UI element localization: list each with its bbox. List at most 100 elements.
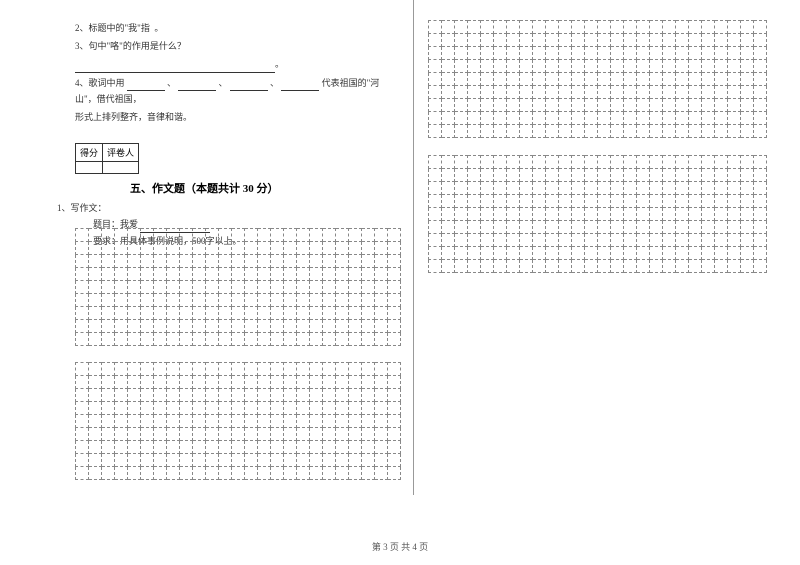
grid-cell[interactable] <box>611 125 624 138</box>
grid-cell[interactable] <box>336 320 349 333</box>
grid-cell[interactable] <box>481 169 494 182</box>
grid-cell[interactable] <box>676 182 689 195</box>
grid-cell[interactable] <box>375 294 388 307</box>
grid-cell[interactable] <box>388 428 401 441</box>
grid-cell[interactable] <box>154 454 167 467</box>
grid-cell[interactable] <box>429 125 442 138</box>
grid-cell[interactable] <box>559 73 572 86</box>
grid-cell[interactable] <box>637 208 650 221</box>
grid-cell[interactable] <box>258 294 271 307</box>
grid-cell[interactable] <box>663 34 676 47</box>
grid-cell[interactable] <box>650 73 663 86</box>
grid-cell[interactable] <box>481 125 494 138</box>
grid-cell[interactable] <box>741 182 754 195</box>
grid-cell[interactable] <box>193 307 206 320</box>
grid-cell[interactable] <box>689 99 702 112</box>
grid-cell[interactable] <box>429 182 442 195</box>
grid-cell[interactable] <box>297 467 310 480</box>
grid-cell[interactable] <box>258 376 271 389</box>
grid-cell[interactable] <box>728 247 741 260</box>
grid-cell[interactable] <box>741 86 754 99</box>
grid-cell[interactable] <box>349 281 362 294</box>
grid-cell[interactable] <box>624 260 637 273</box>
grid-cell[interactable] <box>349 307 362 320</box>
grid-cell[interactable] <box>598 221 611 234</box>
grid-cell[interactable] <box>455 208 468 221</box>
grid-cell[interactable] <box>193 281 206 294</box>
grid-cell[interactable] <box>715 112 728 125</box>
grid-cell[interactable] <box>546 260 559 273</box>
grid-cell[interactable] <box>310 229 323 242</box>
grid-cell[interactable] <box>663 156 676 169</box>
grid-cell[interactable] <box>702 247 715 260</box>
grid-cell[interactable] <box>546 86 559 99</box>
grid-cell[interactable] <box>715 221 728 234</box>
grid-cell[interactable] <box>258 402 271 415</box>
grid-cell[interactable] <box>494 234 507 247</box>
grid-cell[interactable] <box>637 247 650 260</box>
grid-cell[interactable] <box>245 281 258 294</box>
grid-cell[interactable] <box>572 125 585 138</box>
grid-cell[interactable] <box>128 281 141 294</box>
grid-cell[interactable] <box>180 467 193 480</box>
grid-cell[interactable] <box>362 333 375 346</box>
grid-cell[interactable] <box>349 294 362 307</box>
grid-cell[interactable] <box>180 242 193 255</box>
grid-cell[interactable] <box>284 333 297 346</box>
grid-cell[interactable] <box>468 125 481 138</box>
grid-cell[interactable] <box>336 229 349 242</box>
grid-cell[interactable] <box>141 376 154 389</box>
grid-cell[interactable] <box>598 125 611 138</box>
grid-cell[interactable] <box>388 268 401 281</box>
grid-cell[interactable] <box>258 389 271 402</box>
grid-cell[interactable] <box>154 415 167 428</box>
grid-cell[interactable] <box>206 454 219 467</box>
grid-cell[interactable] <box>349 229 362 242</box>
grid-cell[interactable] <box>219 415 232 428</box>
grid-cell[interactable] <box>728 86 741 99</box>
grid-cell[interactable] <box>180 320 193 333</box>
grid-cell[interactable] <box>115 281 128 294</box>
grid-cell[interactable] <box>154 467 167 480</box>
grid-cell[interactable] <box>76 454 89 467</box>
grid-cell[interactable] <box>232 294 245 307</box>
grid-cell[interactable] <box>637 34 650 47</box>
grid-cell[interactable] <box>167 281 180 294</box>
grid-cell[interactable] <box>336 389 349 402</box>
grid-cell[interactable] <box>533 86 546 99</box>
grid-cell[interactable] <box>154 428 167 441</box>
grid-cell[interactable] <box>676 99 689 112</box>
grid-cell[interactable] <box>754 86 767 99</box>
grid-cell[interactable] <box>154 294 167 307</box>
grid-cell[interactable] <box>271 255 284 268</box>
grid-cell[interactable] <box>494 60 507 73</box>
grid-cell[interactable] <box>128 255 141 268</box>
grid-cell[interactable] <box>336 415 349 428</box>
grid-cell[interactable] <box>284 363 297 376</box>
grid-cell[interactable] <box>611 208 624 221</box>
grid-cell[interactable] <box>232 415 245 428</box>
grid-cell[interactable] <box>154 281 167 294</box>
grid-cell[interactable] <box>546 125 559 138</box>
grid-cell[interactable] <box>271 376 284 389</box>
grid-cell[interactable] <box>232 428 245 441</box>
grid-cell[interactable] <box>728 99 741 112</box>
grid-cell[interactable] <box>102 428 115 441</box>
grid-cell[interactable] <box>89 242 102 255</box>
grid-cell[interactable] <box>585 60 598 73</box>
grid-cell[interactable] <box>323 281 336 294</box>
grid-cell[interactable] <box>559 99 572 112</box>
grid-cell[interactable] <box>219 229 232 242</box>
grid-cell[interactable] <box>637 182 650 195</box>
grid-cell[interactable] <box>115 307 128 320</box>
grid-cell[interactable] <box>455 169 468 182</box>
grid-cell[interactable] <box>297 428 310 441</box>
grid-cell[interactable] <box>128 363 141 376</box>
grid-cell[interactable] <box>167 376 180 389</box>
grid-cell[interactable] <box>76 389 89 402</box>
grid-cell[interactable] <box>89 255 102 268</box>
grid-cell[interactable] <box>180 255 193 268</box>
grid-cell[interactable] <box>323 467 336 480</box>
grid-cell[interactable] <box>76 376 89 389</box>
grid-cell[interactable] <box>507 60 520 73</box>
